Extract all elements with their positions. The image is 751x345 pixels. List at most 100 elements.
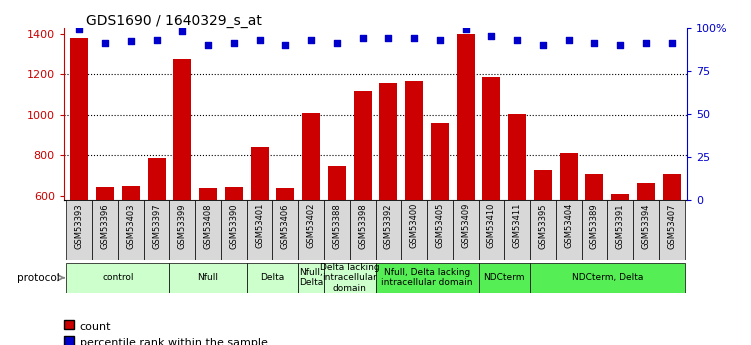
Text: Nfull, Delta lacking
intracellular domain: Nfull, Delta lacking intracellular domai… — [382, 268, 473, 287]
Point — [305, 37, 317, 42]
Bar — [559, 154, 578, 200]
Bar — [659, 200, 685, 260]
Text: GSM53405: GSM53405 — [436, 203, 445, 248]
Text: NDCterm, Delta: NDCterm, Delta — [572, 273, 643, 282]
Bar — [147, 158, 165, 200]
Bar — [457, 34, 475, 200]
Bar — [401, 200, 427, 260]
Point — [537, 42, 549, 48]
Bar — [324, 200, 350, 260]
Point — [460, 27, 472, 32]
Bar — [96, 187, 114, 200]
Bar — [379, 83, 397, 200]
Text: GSM53391: GSM53391 — [616, 203, 625, 249]
Text: Nfull: Nfull — [198, 273, 219, 282]
Point — [408, 35, 420, 41]
Point — [562, 37, 575, 42]
Bar — [118, 200, 143, 260]
Bar — [324, 263, 376, 293]
Text: GSM53407: GSM53407 — [667, 203, 676, 249]
Point — [125, 39, 137, 44]
Point — [640, 40, 652, 46]
Text: GSM53389: GSM53389 — [590, 203, 599, 249]
Text: GSM53411: GSM53411 — [513, 203, 522, 248]
Bar — [376, 200, 401, 260]
Bar — [508, 114, 526, 200]
Bar — [71, 38, 89, 200]
Point — [279, 42, 291, 48]
Text: GSM53410: GSM53410 — [487, 203, 496, 248]
Bar — [302, 113, 320, 200]
Text: GSM53395: GSM53395 — [538, 203, 547, 249]
Point — [254, 37, 266, 42]
Bar — [276, 188, 294, 200]
Bar — [328, 166, 346, 200]
Text: GSM53399: GSM53399 — [178, 203, 187, 249]
Text: count: count — [80, 322, 111, 332]
Bar — [608, 200, 633, 260]
Bar — [504, 200, 530, 260]
Text: GSM53396: GSM53396 — [101, 203, 110, 249]
Bar — [247, 263, 298, 293]
Bar — [195, 200, 221, 260]
Text: GSM53398: GSM53398 — [358, 203, 367, 249]
Bar — [247, 200, 273, 260]
Point — [614, 42, 626, 48]
Text: GSM53406: GSM53406 — [281, 203, 290, 249]
Bar — [427, 200, 453, 260]
Point — [331, 40, 343, 46]
Bar — [170, 200, 195, 260]
Bar — [530, 263, 685, 293]
Text: GSM53392: GSM53392 — [384, 203, 393, 249]
Text: GDS1690 / 1640329_s_at: GDS1690 / 1640329_s_at — [86, 14, 262, 28]
Bar — [586, 174, 604, 200]
Bar — [581, 200, 608, 260]
Bar — [173, 59, 192, 200]
Bar — [453, 200, 478, 260]
Bar — [221, 200, 247, 260]
Text: GSM53408: GSM53408 — [204, 203, 213, 249]
Bar — [556, 200, 581, 260]
Bar — [405, 81, 423, 200]
Point — [74, 27, 86, 32]
Point — [665, 40, 677, 46]
Point — [150, 37, 162, 42]
Point — [99, 40, 111, 46]
Bar — [170, 263, 247, 293]
Text: NDCterm: NDCterm — [484, 273, 525, 282]
Bar — [66, 200, 92, 260]
Point — [589, 40, 601, 46]
Bar — [530, 200, 556, 260]
Text: GSM53397: GSM53397 — [152, 203, 161, 249]
Point — [511, 37, 523, 42]
Text: control: control — [102, 273, 134, 282]
Point — [434, 37, 446, 42]
Point — [228, 40, 240, 46]
Bar — [273, 200, 298, 260]
Bar — [478, 263, 530, 293]
Text: Nfull,
Delta: Nfull, Delta — [299, 268, 323, 287]
Bar — [376, 263, 478, 293]
Bar — [122, 186, 140, 200]
Text: GSM53404: GSM53404 — [564, 203, 573, 248]
Point — [176, 28, 189, 34]
Point — [202, 42, 214, 48]
Bar — [143, 200, 170, 260]
Text: GSM53402: GSM53402 — [306, 203, 315, 248]
Bar — [482, 77, 500, 200]
Bar — [251, 147, 269, 200]
Text: protocol: protocol — [17, 273, 60, 283]
Bar — [637, 183, 655, 200]
Text: percentile rank within the sample: percentile rank within the sample — [80, 338, 267, 345]
Text: GSM53393: GSM53393 — [75, 203, 84, 249]
Bar — [350, 200, 376, 260]
Point — [357, 35, 369, 41]
Text: GSM53394: GSM53394 — [641, 203, 650, 249]
Text: GSM53409: GSM53409 — [461, 203, 470, 248]
Bar — [431, 123, 449, 200]
Point — [485, 33, 497, 39]
Bar — [225, 187, 243, 200]
Bar — [66, 263, 170, 293]
Bar — [534, 170, 552, 200]
Bar — [298, 200, 324, 260]
